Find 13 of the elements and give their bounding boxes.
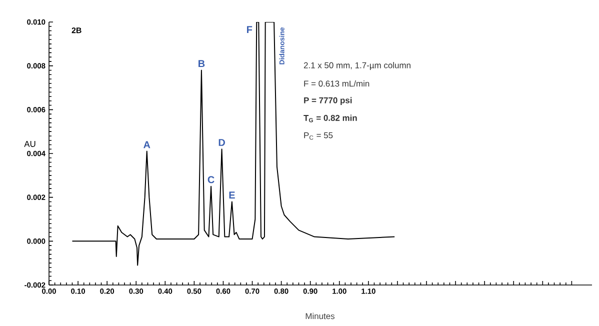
annotation: C (208, 176, 214, 184)
annotation: A (144, 141, 150, 148)
x-axis-title: Minutes (306, 312, 335, 320)
annotation: F (247, 26, 252, 34)
annotation: B (198, 60, 205, 68)
y-axis-title: AU (24, 141, 36, 147)
annotation: D (218, 139, 225, 146)
text: T$_{G}$ = 0.82 min (304, 114, 357, 122)
annotation: E (229, 192, 235, 199)
annotation: F = 0.613 mL/min (304, 80, 370, 87)
annotation: P$_{C}$ = 55 (304, 132, 333, 140)
annotation: P = 7770 psi (304, 97, 352, 105)
annotation: 2.1 x 50 mm, 1.7-µm column (304, 62, 410, 70)
